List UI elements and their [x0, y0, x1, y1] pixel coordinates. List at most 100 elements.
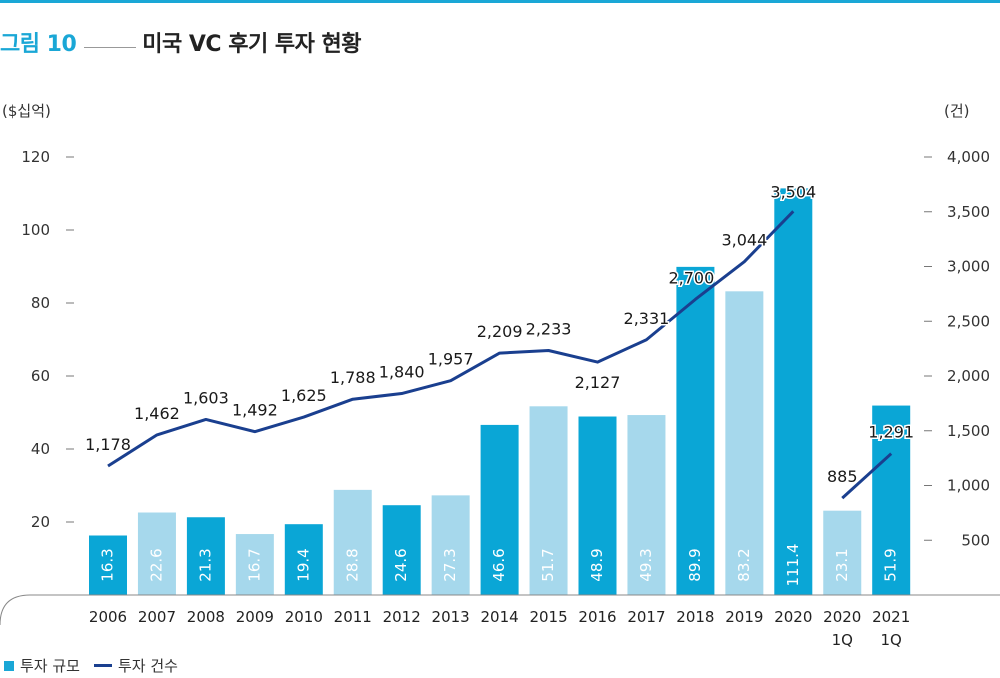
- line-data-label: 1,492: [232, 401, 278, 420]
- left-axis-unit: ($십억): [2, 102, 51, 120]
- right-axis-tick-label: 3,500: [947, 203, 990, 221]
- bar: [872, 405, 911, 595]
- bar: [431, 495, 470, 595]
- bar-value-label: 46.6: [490, 548, 508, 581]
- bar-value-label: 22.6: [147, 548, 165, 581]
- bar-value-label: 16.3: [99, 548, 117, 581]
- bar: [529, 406, 568, 595]
- x-axis-tick-label: 2017: [627, 608, 665, 626]
- legend: 투자 규모 투자 건수: [4, 655, 178, 676]
- bar-value-label: 51.7: [539, 548, 557, 581]
- bar-value-label: 23.1: [833, 548, 851, 581]
- bar-value-label: 83.2: [735, 548, 753, 581]
- legend-line-label: 투자 건수: [117, 657, 178, 675]
- right-axis-tick-label: 3,000: [947, 258, 990, 276]
- line-data-label: 1,788: [330, 368, 376, 387]
- top-rule: [0, 0, 1000, 3]
- bar-value-label: 27.3: [441, 548, 459, 581]
- x-axis-tick-label: 2013: [432, 608, 470, 626]
- bar: [89, 535, 127, 595]
- line-data-label: 1,625: [281, 386, 327, 405]
- bar-value-label: 48.9: [588, 548, 606, 581]
- left-axis-tick-label: 120: [21, 148, 50, 166]
- bar-value-label: 89.9: [686, 548, 704, 581]
- line-data-label: 3,044: [721, 231, 767, 250]
- bar: [676, 266, 715, 595]
- bar-value-label: 19.4: [294, 548, 312, 581]
- line-data-label: 885: [827, 467, 858, 486]
- right-axis-tick-label: 1,000: [947, 477, 990, 495]
- bar: [284, 524, 323, 595]
- line-data-label: 2,331: [624, 309, 670, 328]
- chart-title: 미국 VC 후기 투자 현황: [142, 32, 361, 57]
- line-series: [107, 210, 795, 468]
- left-axis-tick-label: 100: [21, 221, 50, 239]
- x-axis-tick-label: 2009: [236, 608, 274, 626]
- x-axis-tick-label: 2020: [774, 608, 812, 626]
- line-data-label: 1,178: [85, 435, 131, 454]
- bar: [480, 424, 519, 595]
- legend-bar-swatch: [4, 660, 14, 671]
- bar: [774, 188, 813, 595]
- x-axis-tick-label: 2006: [89, 608, 127, 626]
- bar: [186, 517, 225, 595]
- line-data-label: 2,233: [526, 319, 572, 338]
- x-axis-tick-label: 2021: [872, 608, 910, 626]
- x-axis-tick-label: 2016: [578, 608, 616, 626]
- x-axis-tick-label: 2008: [187, 608, 225, 626]
- bar: [137, 512, 176, 595]
- bar-value-label: 21.3: [196, 548, 214, 581]
- bar: [725, 291, 764, 595]
- line-data-label: 1,291: [868, 423, 914, 442]
- right-axis-tick-label: 1,500: [947, 422, 990, 440]
- line-data-label: 2,127: [575, 373, 621, 392]
- bar-value-label: 24.6: [392, 548, 410, 581]
- x-axis-tick-label: 1Q: [832, 631, 853, 649]
- x-axis-tick-label: 2019: [725, 608, 763, 626]
- x-axis-tick-label: 2015: [529, 608, 567, 626]
- x-axis-tick-label: 2014: [481, 608, 519, 626]
- title-divider: [84, 47, 137, 48]
- line-data-label: 2,700: [668, 268, 714, 287]
- x-axis-tick-label: 1Q: [881, 631, 902, 649]
- legend-bar-label: 투자 규모: [20, 657, 80, 675]
- line-data-label: 2,209: [477, 322, 523, 341]
- right-axis-tick-label: 4,000: [947, 148, 990, 166]
- x-axis-tick-label: 2011: [334, 608, 372, 626]
- bar-value-label: 16.7: [245, 548, 263, 581]
- legend-line-swatch: [93, 664, 112, 667]
- right-axis-tick-label: 2,000: [947, 367, 990, 385]
- x-axis-tick-label: 2018: [676, 608, 714, 626]
- bar: [578, 416, 617, 595]
- right-axis-unit: (건): [944, 102, 970, 120]
- bar-value-label: 49.3: [637, 548, 655, 581]
- left-axis-tick-label: 20: [31, 513, 50, 531]
- right-axis-tick-label: 500: [961, 531, 990, 549]
- x-axis-tick-label: 2010: [285, 608, 323, 626]
- bar-value-label: 111.4: [784, 544, 802, 587]
- bar-value-label: 28.8: [343, 548, 361, 581]
- bar: [382, 505, 421, 595]
- line-series: [841, 452, 893, 500]
- right-axis-tick-label: 2,500: [947, 312, 990, 330]
- bar: [627, 415, 666, 595]
- x-axis-tick-label: 2012: [383, 608, 421, 626]
- title-row: 그림 10 미국 VC 후기 투자 현황: [0, 26, 361, 57]
- bar: [235, 534, 274, 595]
- line-data-label: 1,840: [379, 363, 425, 382]
- bar-value-label: 51.9: [882, 548, 900, 581]
- x-axis-baseline: [0, 594, 1000, 626]
- bar: [333, 489, 372, 595]
- line-data-label: 1,603: [183, 388, 229, 407]
- left-axis-tick-label: 40: [31, 440, 50, 458]
- line-data-label: 3,504: [770, 182, 816, 201]
- x-axis-tick-label: 2007: [138, 608, 176, 626]
- left-axis-tick-label: 80: [31, 294, 50, 312]
- figure-label: 그림 10: [0, 32, 77, 57]
- line-data-label: 1,462: [134, 404, 180, 423]
- x-axis-tick-label: 2020: [823, 608, 861, 626]
- bar: [823, 510, 862, 595]
- left-axis-tick-label: 60: [31, 367, 50, 385]
- line-data-label: 1,957: [428, 350, 474, 369]
